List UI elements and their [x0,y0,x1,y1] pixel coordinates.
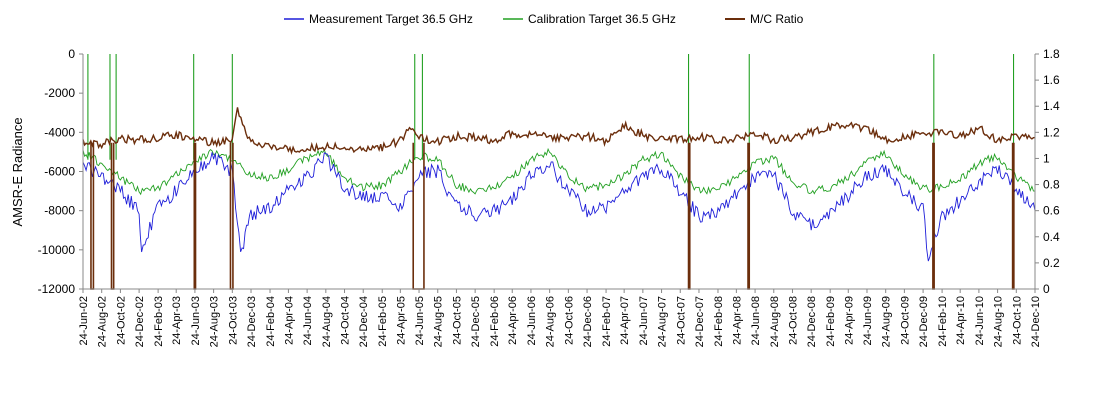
ratio-dropout [110,142,115,290]
x-tick-label: 24-Apr-04 [283,296,295,345]
x-tick-label: 24-Oct-02 [115,296,127,345]
y-left-tick-label: -4000 [44,125,75,139]
x-tick-label: 24-Jun-08 [750,296,762,346]
axes [82,54,1036,290]
x-tick-label: 24-Aug-06 [545,296,557,347]
legend: Measurement Target 36.5 GHz Calibration … [284,12,804,26]
x-tick-label: 24-Dec-03 [246,296,258,347]
x-tick-label: 24-Feb-04 [265,296,277,347]
x-tick-label: 24-Jun-07 [638,296,650,346]
y-right-tick-label: 0.8 [1043,178,1060,192]
ratio-dropout [412,142,425,290]
x-tick-label: 24-Oct-08 [787,296,799,345]
x-tick-label: 24-Apr-08 [731,296,743,345]
x-tick-label: 24-Apr-03 [171,296,183,345]
y-left-tick-label: -10000 [38,243,76,257]
ratio-dropout [90,142,95,290]
x-tick-label: 24-Aug-02 [97,296,109,347]
ratio-dropout [932,142,935,290]
ratio-dropout [193,142,197,290]
x-tick-label: 24-Dec-05 [470,296,482,347]
x-tick-label: 24-Dec-07 [694,296,706,347]
x-tick-label: 24-Dec-08 [806,296,818,347]
x-tick-label: 24-Aug-07 [657,296,669,347]
x-tick-label: 24-Oct-07 [675,296,687,345]
ratio-dropout [747,142,751,290]
x-tick-label: 24-Dec-09 [918,296,930,347]
x-tick-label: 24-Dec-06 [582,296,594,347]
x-tick-label: 24-Aug-04 [321,296,333,347]
x-tick-label: 24-Aug-09 [881,296,893,347]
x-tick-label: 24-Feb-03 [153,296,165,347]
x-tick-label: 24-Apr-05 [395,296,407,345]
y-right-tick-label: 1.4 [1043,99,1060,113]
x-tick-label: 24-Apr-09 [843,296,855,345]
x-tick-label: 24-Aug-05 [433,296,445,347]
y-right-tick-label: 0 [1043,282,1050,296]
x-tick-label: 24-Feb-07 [601,296,613,347]
x-tick-label: 24-Jun-10 [974,296,986,346]
y-right-tick-label: 1.2 [1043,125,1060,139]
x-tick-label: 24-Oct-03 [227,296,239,345]
y-axis-title-left: AMSR-E Radiance [10,117,25,226]
legend-label-calibration: Calibration Target 36.5 GHz [528,12,676,26]
x-tick-label: 24-Oct-09 [899,296,911,345]
y-right-tick-label: 0.2 [1043,256,1060,270]
x-tick-label: 24-Apr-10 [955,296,967,345]
x-tick-label: 24-Dec-04 [358,296,370,347]
legend-label-measurement: Measurement Target 36.5 GHz [309,12,473,26]
ratio-dropout [229,142,234,290]
legend-label-ratio: M/C Ratio [750,12,804,26]
x-tick-label: 24-Jun-09 [862,296,874,346]
y-right-tick-label: 1 [1043,151,1050,165]
y-left-tick-label: -8000 [44,204,75,218]
x-axis-ticks: 24-Jun-02 24-Aug-02 24-Oct-02 24-Dec-02 24-F… [78,289,1042,347]
x-tick-label: 24-Jun-03 [190,296,202,346]
x-tick-label: 24-Feb-08 [713,296,725,347]
x-tick-label: 24-Feb-09 [825,296,837,347]
x-tick-label: 24-Apr-07 [619,296,631,345]
x-tick-label: 24-Apr-06 [507,296,519,345]
y-axis-left-ticks: 0 -2000 -4000 -6000 -8000 -10000 -12000 [38,47,83,296]
x-tick-label: 24-Feb-05 [377,296,389,347]
y-right-tick-label: 1.6 [1043,73,1060,87]
plot-area [82,54,1036,290]
y-right-tick-label: 0.4 [1043,230,1060,244]
y-left-tick-label: -12000 [38,282,76,296]
series-line-calibration [82,147,1036,196]
x-tick-label: 24-Oct-10 [1011,296,1023,345]
ratio-dropout [687,142,691,290]
x-tick-label: 24-Aug-03 [209,296,221,347]
x-tick-label: 24-Dec-02 [134,296,146,347]
x-tick-label: 24-Dec-10 [1030,296,1042,347]
series-line-ratio [82,107,1036,156]
y-axis-right-ticks: 1.8 1.6 1.4 1.2 1 0.8 0.6 0.4 0.2 0 [1035,47,1060,296]
x-tick-label: 24-Aug-08 [769,296,781,347]
x-tick-label: 24-Jun-06 [526,296,538,346]
x-tick-label: 24-Jun-05 [414,296,426,346]
x-tick-label: 24-Oct-05 [451,296,463,345]
y-right-tick-label: 1.8 [1043,47,1060,61]
x-tick-label: 24-Feb-06 [489,296,501,347]
x-tick-label: 24-Jun-02 [78,296,90,346]
ratio-dropout [1011,142,1015,290]
x-tick-label: 24-Feb-10 [937,296,949,347]
x-tick-label: 24-Oct-04 [340,296,352,345]
y-right-tick-label: 0.6 [1043,204,1060,218]
y-left-tick-label: -6000 [44,165,75,179]
x-tick-label: 24-Aug-10 [993,296,1005,347]
x-tick-label: 24-Oct-06 [563,296,575,345]
x-tick-label: 24-Jun-04 [302,296,314,346]
y-left-tick-label: 0 [68,47,75,61]
series-line-measurement [82,152,1036,262]
y-left-tick-label: -2000 [44,86,75,100]
